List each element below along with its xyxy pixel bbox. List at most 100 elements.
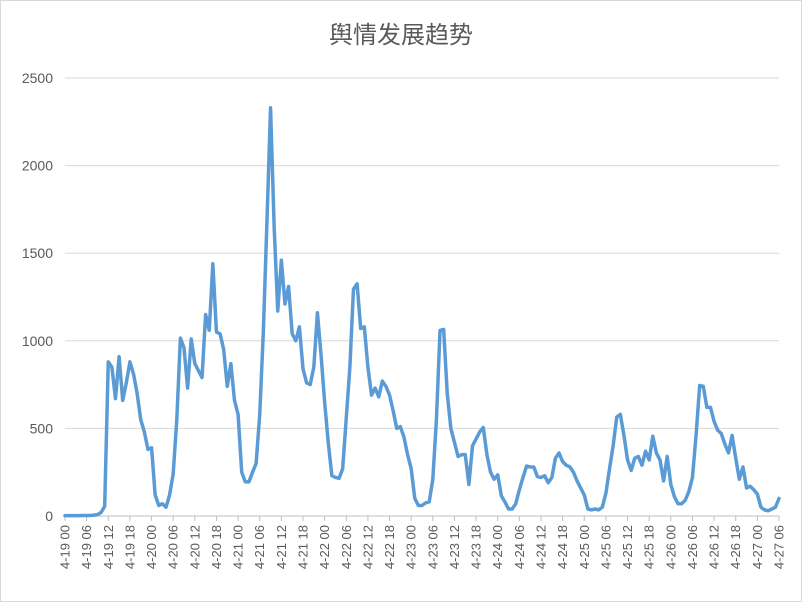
- data-point: [428, 500, 431, 504]
- data-point: [143, 430, 146, 434]
- data-point: [431, 478, 435, 481]
- data-point: [460, 453, 463, 456]
- data-point: [384, 385, 388, 388]
- data-point: [337, 477, 341, 480]
- data-point: [666, 455, 669, 458]
- data-point: [597, 508, 600, 512]
- data-point: [756, 492, 759, 496]
- data-point: [467, 483, 471, 486]
- data-point: [157, 504, 160, 507]
- data-point: [500, 494, 503, 498]
- data-point: [265, 220, 269, 223]
- data-point: [272, 225, 276, 229]
- data-point: [471, 444, 474, 448]
- data-point: [186, 386, 189, 390]
- data-point: [572, 471, 575, 474]
- data-point: [723, 442, 727, 446]
- data-point: [774, 506, 777, 509]
- y-axis-ticks: 0 500 1000 1500 2000 2500: [22, 70, 53, 524]
- data-point: [208, 329, 211, 332]
- x-tick-label: 4-24 12: [534, 525, 549, 569]
- data-point: [150, 446, 153, 449]
- y-tick-label: 2000: [22, 158, 53, 174]
- data-point: [478, 430, 481, 434]
- data-point: [81, 514, 85, 517]
- data-point: [413, 497, 416, 500]
- data-point: [518, 488, 521, 491]
- data-point: [474, 437, 478, 441]
- data-point: [547, 481, 550, 484]
- data-point: [218, 332, 222, 335]
- y-tick-label: 2500: [22, 70, 53, 86]
- data-point: [222, 348, 225, 351]
- data-point: [651, 435, 654, 438]
- data-point: [197, 369, 200, 372]
- data-point: [712, 420, 716, 423]
- data-point: [637, 455, 640, 458]
- data-point: [676, 502, 680, 505]
- x-tick-label: 4-25 00: [577, 525, 592, 569]
- data-point: [226, 385, 229, 388]
- data-point: [673, 495, 676, 498]
- data-point: [482, 426, 485, 429]
- data-point: [240, 471, 243, 474]
- data-point: [586, 507, 590, 511]
- data-point: [601, 506, 604, 509]
- data-point: [190, 337, 193, 341]
- data-point: [687, 490, 691, 493]
- x-tick-label: 4-20 18: [209, 525, 224, 569]
- data-point: [204, 313, 207, 316]
- data-point: [464, 453, 467, 456]
- data-point: [161, 502, 164, 505]
- data-point: [752, 488, 755, 491]
- data-point: [611, 444, 615, 448]
- data-point: [709, 406, 712, 409]
- data-point: [283, 302, 287, 306]
- data-point: [763, 508, 766, 512]
- data-point: [215, 330, 218, 334]
- data-point: [352, 287, 355, 291]
- data-point: [730, 434, 734, 437]
- x-tick-label: 4-20 00: [144, 525, 159, 569]
- data-point: [406, 453, 409, 456]
- data-point: [593, 507, 597, 511]
- data-point: [738, 478, 741, 481]
- data-point: [766, 509, 770, 512]
- data-point: [179, 336, 182, 340]
- data-point: [294, 339, 297, 342]
- data-point: [381, 379, 384, 383]
- data-point: [301, 367, 305, 371]
- data-point: [89, 514, 92, 517]
- series-layer: [63, 106, 781, 518]
- data-point: [168, 493, 171, 497]
- data-point: [503, 500, 507, 504]
- x-tick-label: 4-26 12: [707, 525, 722, 569]
- data-point: [269, 106, 272, 109]
- data-point: [449, 427, 453, 430]
- x-tick-label: 4-21 06: [252, 525, 267, 569]
- data-point: [550, 476, 554, 479]
- data-point: [280, 259, 283, 262]
- data-point: [446, 392, 449, 395]
- data-point: [200, 376, 204, 379]
- data-point: [182, 346, 186, 350]
- data-point: [395, 427, 398, 430]
- x-tick-label: 4-19 06: [79, 525, 94, 569]
- data-point: [96, 513, 99, 516]
- data-point: [644, 449, 647, 453]
- x-tick-label: 4-19 18: [122, 525, 137, 569]
- data-point: [67, 514, 70, 517]
- x-tick-label: 4-24 00: [490, 525, 505, 569]
- x-tick-label: 4-23 12: [447, 525, 462, 569]
- data-point: [626, 458, 629, 462]
- data-point: [193, 362, 197, 365]
- data-point: [262, 330, 265, 334]
- x-tick-label: 4-27 00: [750, 525, 765, 569]
- data-point: [128, 360, 132, 364]
- data-point: [525, 464, 528, 468]
- data-point: [391, 409, 395, 413]
- y-tick-label: 1000: [22, 333, 53, 349]
- data-point: [229, 362, 233, 365]
- data-point: [117, 355, 121, 358]
- series-line: [63, 106, 781, 518]
